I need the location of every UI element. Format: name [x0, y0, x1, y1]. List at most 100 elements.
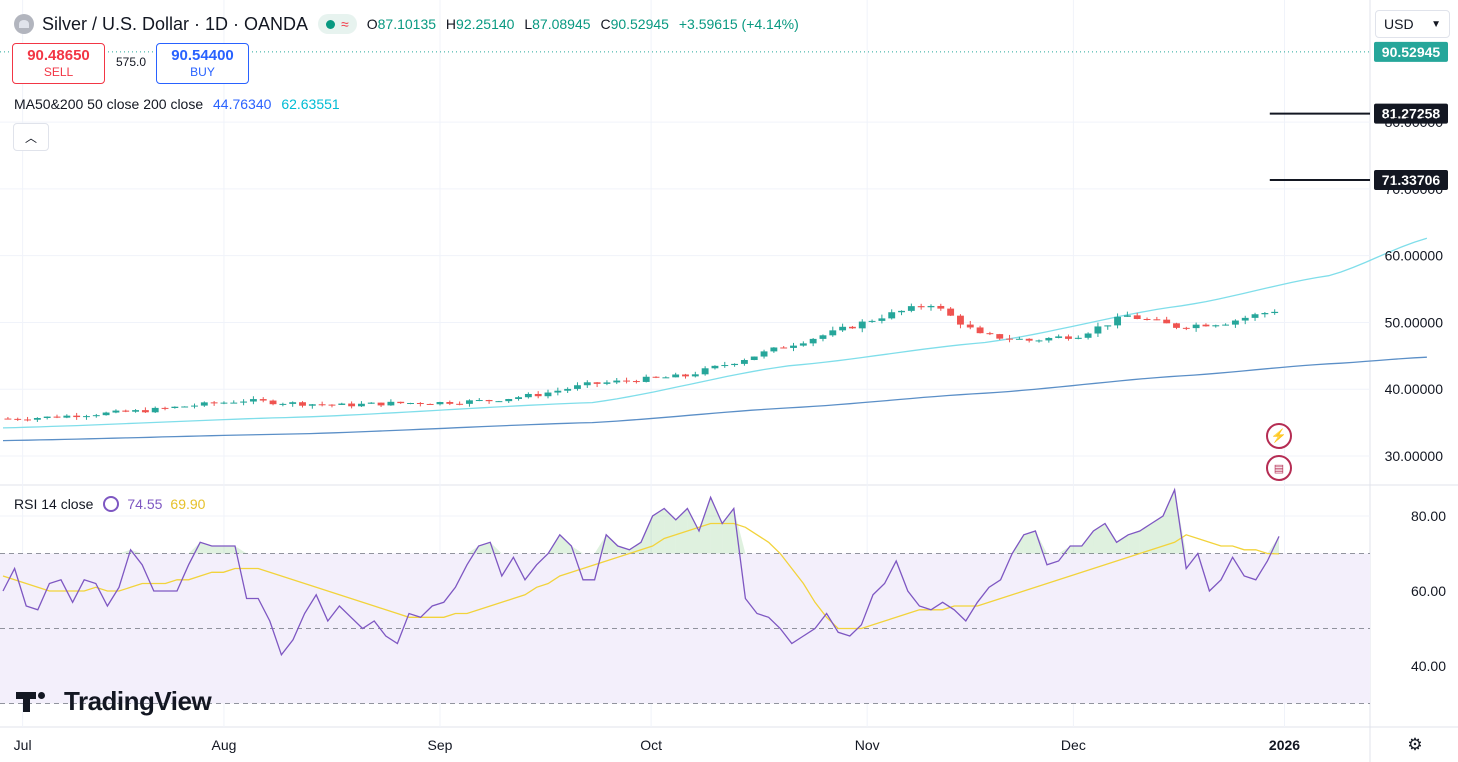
candle — [407, 402, 414, 405]
candle — [907, 303, 915, 313]
candle — [299, 401, 306, 408]
candle — [662, 376, 670, 379]
candle-body — [1212, 325, 1220, 327]
candle-body — [691, 374, 699, 377]
symbol-title[interactable]: Silver / U.S. Dollar · 1D · OANDA — [42, 13, 309, 34]
candle-body — [92, 415, 100, 417]
market-status-pill[interactable]: ≈ — [318, 14, 357, 34]
currency-select[interactable]: USD ▼ — [1375, 10, 1450, 38]
rsi-overbought-fill — [1035, 531, 1047, 554]
candle-body — [888, 312, 896, 319]
candle-body — [1231, 320, 1239, 325]
candle-body — [809, 338, 817, 344]
ma-line-ma200 — [2, 356, 1427, 442]
candle-body — [868, 320, 876, 322]
candle-body — [770, 347, 778, 352]
candle-body — [259, 399, 267, 401]
candle — [1143, 317, 1151, 321]
candle — [1006, 334, 1013, 343]
candle — [996, 333, 1004, 340]
price-tick-label: 60.00000 — [1385, 248, 1444, 264]
candle-body — [357, 403, 365, 407]
rsi-overbought-fill — [478, 542, 491, 554]
tradingview-mark-icon — [16, 691, 56, 712]
candle-body — [387, 401, 395, 406]
close-value: 90.52945 — [610, 16, 669, 32]
settings-gear-icon[interactable]: ⚙ — [1407, 735, 1423, 754]
rsi-overbought-fill — [1058, 546, 1071, 554]
us-flag-event-icon[interactable]: ▤ — [1266, 455, 1292, 481]
ma-legend[interactable]: MA50&200 50 close 200 close 44.76340 62.… — [14, 96, 340, 112]
candle — [888, 309, 896, 320]
candle-body — [318, 404, 326, 406]
candle — [308, 404, 316, 409]
rsi-overbought-fill — [1163, 489, 1175, 554]
candle — [829, 326, 837, 337]
candle-body — [397, 401, 405, 404]
candle — [1084, 332, 1092, 340]
rsi-overbought-fill — [235, 546, 247, 554]
candle-body — [996, 334, 1004, 339]
candle — [1133, 312, 1141, 320]
candle-body — [799, 343, 807, 346]
tradingview-wordmark: TradingView — [64, 686, 212, 716]
candle-body — [760, 351, 768, 357]
candle-body — [613, 380, 621, 383]
candle-body — [1202, 324, 1210, 327]
candle — [1074, 335, 1082, 340]
candle — [436, 401, 444, 406]
candle — [377, 402, 385, 408]
candle-body — [907, 306, 915, 311]
rsi-overbought-fill — [710, 497, 723, 554]
candle — [927, 304, 935, 311]
candle — [1015, 336, 1023, 340]
candle-body — [917, 306, 925, 308]
candle-body — [1163, 319, 1171, 324]
candle — [1035, 339, 1043, 343]
candle — [544, 389, 552, 399]
last-price-tag-text: 90.52945 — [1382, 44, 1441, 60]
currency-value: USD — [1384, 16, 1414, 32]
candle-body — [475, 400, 483, 402]
candle — [328, 404, 336, 408]
candle-body — [485, 400, 493, 402]
candle-body — [711, 365, 719, 369]
collapse-legend-button[interactable]: ︿ — [13, 123, 49, 151]
rsi-tick-label: 60.00 — [1411, 583, 1446, 599]
price-tick-label: 40.00000 — [1385, 381, 1444, 397]
lightning-event-icon[interactable]: ⚡ — [1266, 423, 1292, 449]
candle — [485, 399, 493, 404]
rsi-legend[interactable]: RSI 14 close 74.55 69.90 — [14, 496, 205, 512]
candle-body — [839, 326, 847, 331]
candle — [181, 406, 189, 408]
candle — [230, 400, 238, 404]
candle — [1182, 326, 1190, 331]
candle — [43, 416, 51, 420]
candle-body — [426, 403, 434, 405]
candle-body — [436, 402, 444, 405]
candle — [711, 365, 719, 370]
rsi-ma-line — [2, 522, 1280, 630]
buy-button[interactable]: 90.54400 BUY — [156, 43, 249, 84]
change-value: +3.59615 (+4.14%) — [678, 16, 799, 32]
candle — [613, 377, 621, 385]
time-tick-label: 2026 — [1269, 737, 1300, 753]
candle — [4, 416, 12, 420]
candle-body — [819, 335, 827, 339]
candle-body — [1035, 340, 1043, 342]
candle-body — [682, 374, 689, 377]
rsi-overbought-fill — [1267, 536, 1279, 554]
candle-body — [1025, 338, 1033, 341]
candle — [1163, 316, 1171, 324]
candle-body — [937, 305, 945, 309]
candle-body — [1065, 336, 1072, 339]
sell-button[interactable]: 90.48650 SELL — [12, 43, 105, 84]
candle-body — [466, 400, 473, 404]
candle-body — [623, 380, 631, 382]
rsi-overbought-fill — [1128, 531, 1140, 554]
candles[interactable] — [4, 303, 1279, 422]
candle — [279, 402, 287, 407]
chevron-up-icon: ︿ — [24, 130, 37, 145]
candle-body — [632, 381, 640, 383]
